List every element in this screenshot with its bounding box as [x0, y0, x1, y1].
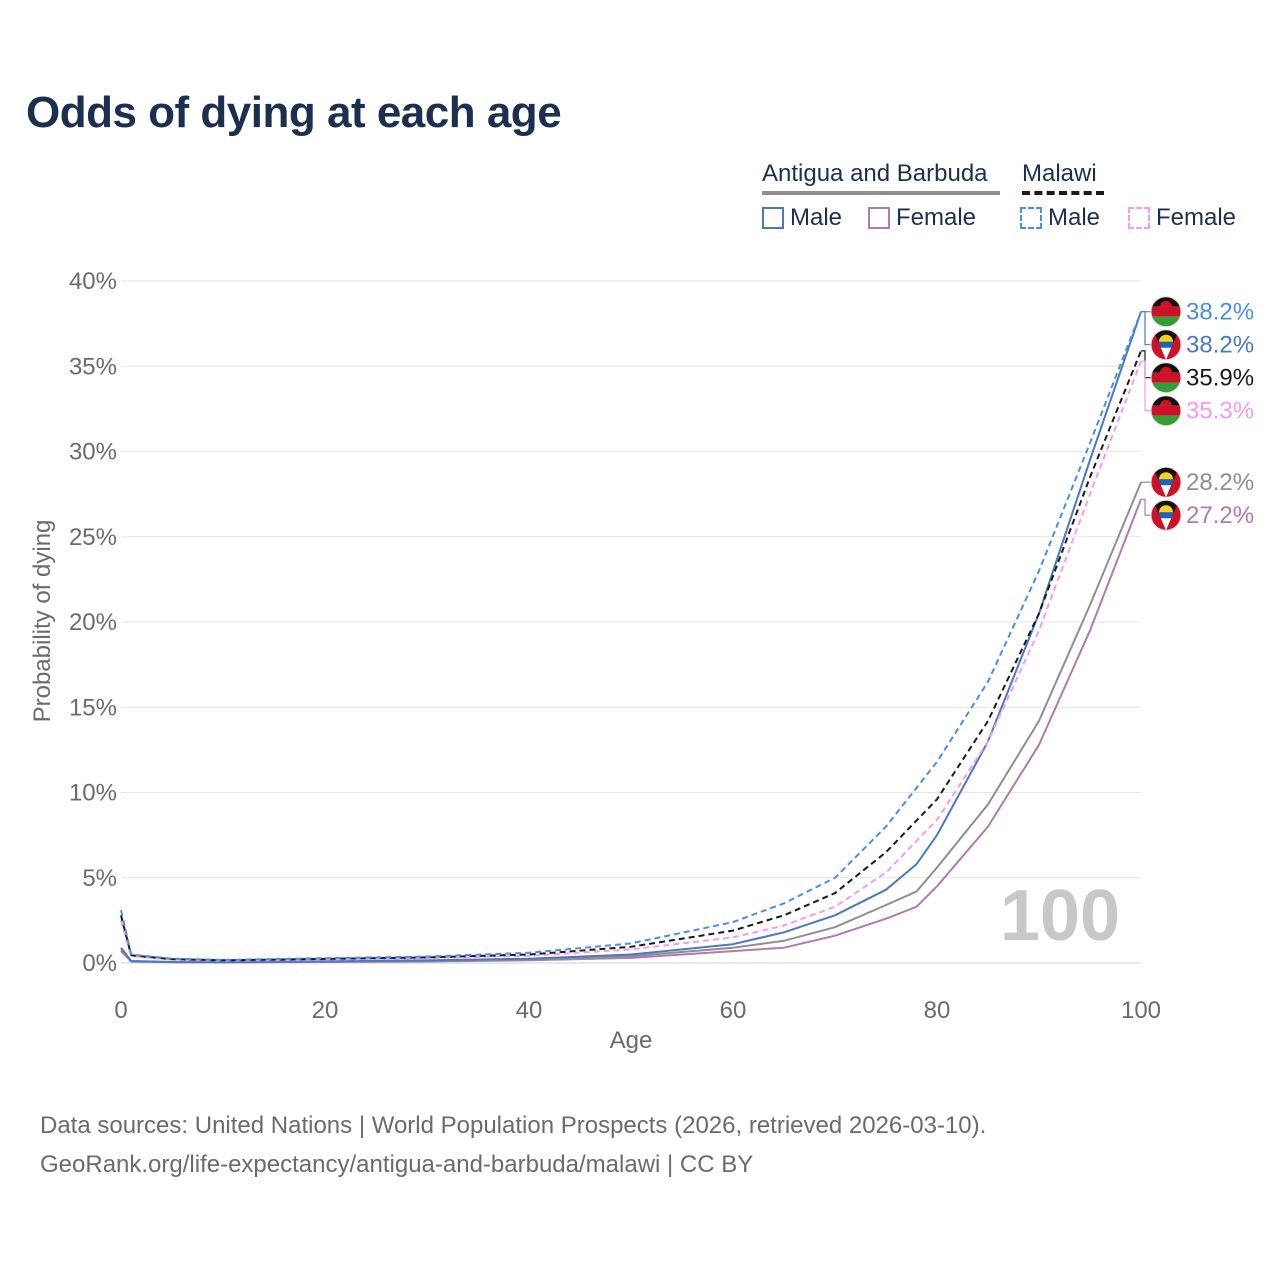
x-tick-label: 0 — [114, 997, 127, 1024]
legend-swatch-antigua-female — [868, 207, 890, 229]
y-tick-label: 5% — [82, 865, 117, 892]
series-lines — [120, 311, 1142, 964]
x-axis-ticks: 0 20 40 60 80 100 — [114, 997, 1161, 1024]
malawi-flag-icon — [1150, 296, 1182, 328]
end-label-value: 38.2% — [1186, 299, 1254, 326]
y-tick-label: 35% — [69, 353, 117, 380]
antigua-flag-icon — [1150, 466, 1182, 498]
y-tick-label: 30% — [69, 439, 117, 466]
legend-item-malawi-male[interactable]: Male — [1020, 204, 1100, 232]
end-label-value: 28.2% — [1186, 469, 1254, 496]
y-tick-label: 25% — [69, 524, 117, 551]
y-axis-label: Probability of dying — [29, 520, 56, 723]
legend-label: Female — [896, 204, 977, 231]
footer-link[interactable]: GeoRank.org/life-expectancy/antigua-and-… — [40, 1151, 754, 1178]
legend-swatch-antigua-male — [762, 207, 784, 229]
x-tick-label: 20 — [312, 997, 339, 1024]
chart-title: Odds of dying at each age — [26, 88, 562, 137]
series-line-ab_male — [120, 311, 1142, 964]
antigua-flag-icon — [1150, 329, 1182, 361]
end-label-connector — [1141, 360, 1153, 412]
x-tick-label: 40 — [516, 997, 543, 1024]
x-axis-label: Age — [610, 1027, 653, 1054]
legend-country-antigua: Antigua and Barbuda — [762, 160, 988, 187]
year-watermark: 100 — [1000, 876, 1120, 956]
y-tick-label: 40% — [69, 268, 117, 295]
legend-line-antigua — [762, 191, 1000, 195]
end-label-value: 35.3% — [1186, 398, 1254, 425]
series-line-mw_total — [120, 350, 1142, 962]
legend-country-malawi: Malawi — [1022, 160, 1097, 187]
legend: Antigua and Barbuda Malawi Male Female M… — [762, 160, 1262, 240]
end-label-connector — [1141, 498, 1153, 516]
end-label-value: 38.2% — [1186, 332, 1254, 359]
end-labels: 38.2% 38.2% 35.9% 35.3% 28.2% 27.2% — [1141, 296, 1254, 531]
chart-area: 100 0% 5% 10% 15% 20% 25% 30% 35% 40% 0 20 40 60 80 1… — [29, 268, 1254, 1054]
series-line-ab_female — [120, 498, 1142, 964]
y-tick-label: 15% — [69, 694, 117, 721]
legend-item-antigua-male[interactable]: Male — [762, 204, 842, 232]
footer-sources: Data sources: United Nations | World Pop… — [40, 1112, 987, 1139]
malawi-flag-icon — [1150, 395, 1182, 427]
y-tick-label: 0% — [82, 950, 117, 977]
legend-item-antigua-female[interactable]: Female — [868, 204, 976, 232]
end-label-value: 35.9% — [1186, 365, 1254, 392]
malawi-flag-icon — [1150, 362, 1182, 394]
legend-line-malawi — [1022, 191, 1104, 195]
x-tick-label: 80 — [924, 997, 951, 1024]
legend-label: Male — [1048, 204, 1101, 231]
series-line-mw_male — [120, 311, 1142, 961]
legend-swatch-malawi-female — [1128, 207, 1150, 229]
gridlines — [121, 280, 1141, 964]
end-label-value: 27.2% — [1186, 502, 1254, 529]
legend-swatch-malawi-male — [1020, 207, 1042, 229]
y-axis-ticks: 0% 5% 10% 15% 20% 25% 30% 35% 40% — [69, 268, 117, 977]
antigua-flag-icon — [1150, 499, 1182, 531]
y-tick-label: 10% — [69, 780, 117, 807]
end-label-connector — [1141, 311, 1153, 346]
y-tick-label: 20% — [69, 609, 117, 636]
legend-label: Female — [1156, 204, 1237, 231]
x-tick-label: 100 — [1121, 997, 1161, 1024]
footer: Data sources: United Nations | World Pop… — [40, 1106, 986, 1184]
legend-label: Male — [790, 204, 843, 231]
legend-item-malawi-female[interactable]: Female — [1128, 204, 1236, 232]
x-tick-label: 60 — [720, 997, 747, 1024]
